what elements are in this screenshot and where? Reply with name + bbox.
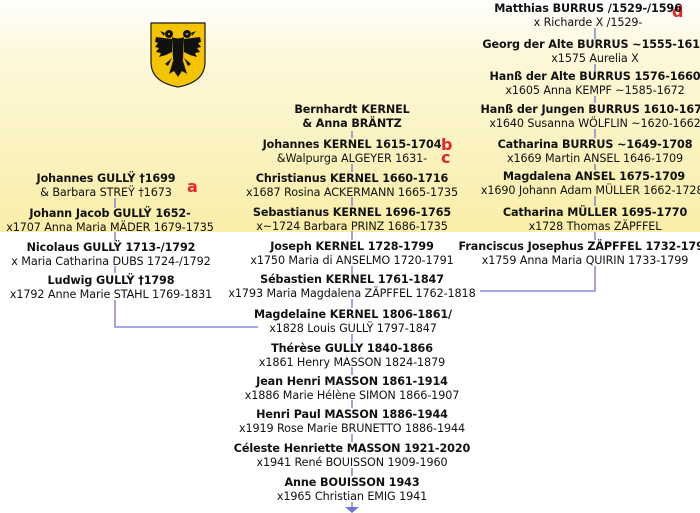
person-johannes-kernel: Johannes KERNEL 1615-1704 &Walpurga ALGEY… <box>262 138 442 165</box>
connector-lines <box>114 28 596 507</box>
person-anne-bouisson: Anne BOUISSON 1943 x1965 Christian EMIG 1… <box>276 476 428 503</box>
person-magdelaine-kernel: Magdelaine KERNEL 1806-1861/x1828 Louis … <box>253 308 453 335</box>
person-sebastianus-kernel: Sebastianus KERNEL 1696-1765 x~1724 Barba… <box>252 206 452 233</box>
marker-b: b <box>441 135 453 154</box>
person-johannes-gully: Johannes GULLŸ †1699 & Barbara STREŸ †167… <box>36 172 176 199</box>
marker-c: c <box>441 148 451 167</box>
person-henri-paul-masson: Henri Paul MASSON 1886-1944 x1919 Rose Ma… <box>238 408 466 435</box>
person-magdalena-ansel: Magdalena ANSEL 1675-1709 x1690 Johann Ad… <box>480 170 700 197</box>
person-georg-burrus: Georg der Alte BURRUS ~1555-1616 x1575 Au… <box>482 38 700 65</box>
marker-a: a <box>187 177 198 196</box>
person-franciscus-zaepffel: Franciscus Josephus ZÄPFFEL 1732-1799 x17… <box>458 240 700 267</box>
person-joseph-kernel: Joseph KERNEL 1728-1799 x1750 Maria di AN… <box>250 240 454 267</box>
person-christianus-kernel: Christianus KERNEL 1660-1716 x1687 Rosina… <box>245 172 459 199</box>
person-johann-jacob-gully: Johann Jacob GULLŸ 1652- x1707 Anna Maria… <box>6 207 214 234</box>
person-hans-alte-burrus: Hanß der Alte BURRUS 1576-1660 x1605 Anna… <box>489 70 700 97</box>
person-nicolaus-gully: Nicolaus GULLŸ 1713-/1792 x Maria Cathari… <box>11 241 211 268</box>
background-band <box>0 0 700 232</box>
person-matthias-burrus: Matthias BURRUS /1529-/1596 x Richarde X … <box>494 2 682 29</box>
person-bernhardt-kernel: Bernhardt KERNEL & Anna BRÄNTZ <box>294 103 410 130</box>
person-sebastien-kernel: Sébastien KERNEL 1761-1847 x1793 Maria Ma… <box>228 273 476 300</box>
marker-d: d <box>672 2 684 21</box>
person-catharina-mueller: Catharina MÜLLER 1695-1770 x1728 Thomas Z… <box>502 206 688 233</box>
person-celeste-masson: Céleste Henriette MASSON 1921-2020 x1941 … <box>233 442 471 469</box>
person-ludwig-gully: Ludwig GULLŸ †1798 x1792 Anne Marie STAHL… <box>9 274 213 301</box>
continuation-arrow <box>345 507 359 513</box>
double-headed-eagle-icon <box>150 22 206 88</box>
person-jean-henri-masson: Jean Henri MASSON 1861-1914 x1886 Marie H… <box>244 375 460 402</box>
person-catharina-burrus: Catharina BURRUS ~1649-1708 x1669 Martin … <box>497 138 693 165</box>
person-therese-gully: Thérèse GULLY 1840-1866 x1861 Henry MASSO… <box>258 342 446 369</box>
person-hans-jungen-burrus: Hanß der Jungen BURRUS 1610-1676 x1640 Su… <box>480 103 700 130</box>
